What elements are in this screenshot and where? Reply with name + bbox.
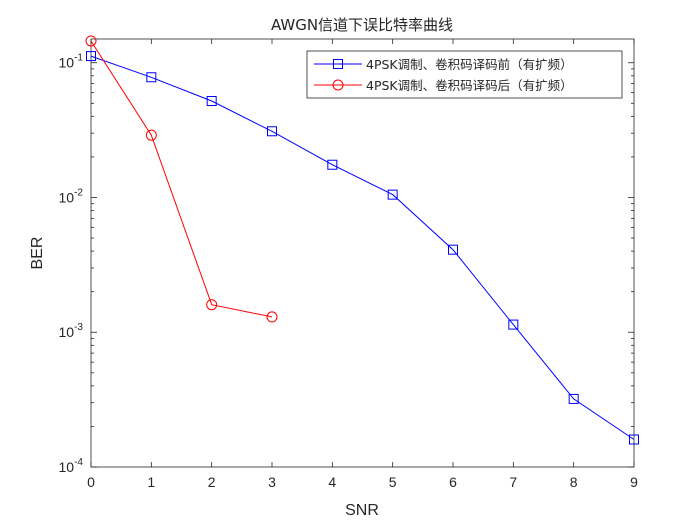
data-point-square	[146, 72, 157, 83]
x-tick-label: 5	[389, 474, 397, 490]
data-point-square	[448, 244, 458, 255]
x-tick-label: 0	[87, 474, 95, 490]
y-tick-label: 10-2	[59, 187, 84, 205]
data-point-square	[327, 159, 338, 170]
legend-square-marker	[333, 59, 343, 69]
y-tick-label: 10-1	[59, 53, 84, 71]
x-tick-label: 1	[147, 474, 155, 490]
x-tick-label: 7	[509, 474, 517, 490]
legend: 4PSK调制、卷积码译码前（有扩频） 4PSK调制、卷积码译码后（有扩频）	[306, 50, 623, 99]
legend-box	[306, 50, 623, 99]
y-tick-label: 10-3	[59, 322, 84, 340]
x-tick-label: 3	[268, 474, 276, 490]
data-point-square	[508, 319, 519, 330]
series-layer	[85, 35, 639, 445]
y-axis: 10-1 10-2 10-3 10-4	[59, 53, 634, 475]
legend-label-after: 4PSK调制、卷积码译码后（有扩频）	[366, 78, 573, 93]
x-tick-label: 8	[570, 474, 578, 490]
data-point-square	[86, 51, 96, 62]
series-line-0	[90, 55, 635, 440]
chart-title: AWGN信道下误比特率曲线	[271, 16, 453, 34]
x-tick-label: 9	[630, 474, 638, 490]
x-axis: 0 1 2 3 4 5 6 7 8 9	[87, 39, 638, 490]
y-axis-label: BER	[29, 237, 46, 270]
x-tick-label: 4	[328, 474, 336, 490]
data-point-circle	[85, 35, 97, 47]
y-tick-label: 10-4	[59, 457, 84, 475]
data-point-square	[387, 189, 398, 200]
x-axis-label: SNR	[345, 502, 379, 519]
data-point-square	[629, 434, 639, 445]
legend-circle-marker	[332, 79, 344, 91]
x-tick-label: 6	[449, 474, 457, 490]
data-point-circle	[145, 129, 157, 141]
data-point-square	[568, 393, 579, 404]
plot-area	[90, 38, 635, 468]
data-point-square	[267, 126, 277, 137]
series-line-1	[90, 40, 273, 318]
data-point-square	[206, 95, 217, 106]
x-tick-label: 2	[208, 474, 216, 490]
data-point-circle	[266, 311, 278, 323]
legend-label-before: 4PSK调制、卷积码译码前（有扩频）	[366, 57, 573, 72]
data-point-circle	[206, 299, 218, 311]
